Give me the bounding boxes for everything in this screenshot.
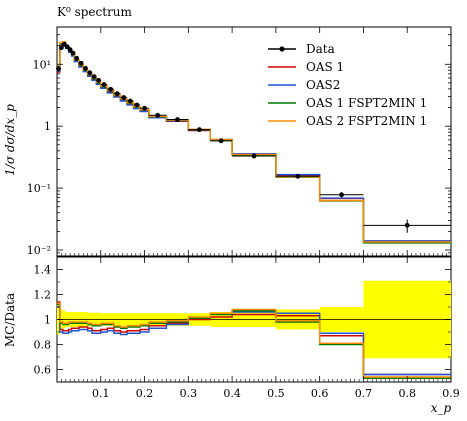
legend: Data OAS 1 OAS2 OAS 1 FSPT2MIN 1 OAS 2 FSPT2…	[268, 42, 427, 128]
data-point	[67, 47, 73, 53]
x-tick-label: 0.5	[267, 387, 285, 400]
x-tick-label: 0.6	[311, 387, 329, 400]
data-point	[64, 44, 70, 50]
data-point	[148, 112, 167, 118]
main-y-tick-label: 10⁻¹	[27, 182, 51, 195]
data-point	[100, 82, 108, 87]
data-point	[188, 127, 211, 133]
legend-item-oas-1: OAS 1	[268, 60, 344, 74]
data-point-marker	[404, 222, 410, 228]
data-point	[120, 95, 128, 100]
data-point-marker	[134, 102, 140, 108]
data-point	[74, 55, 80, 61]
chart-title: K⁰ spectrum	[57, 5, 133, 19]
x-tick-label: 0.7	[355, 387, 373, 400]
main-series-oas-2-fspt2min-1	[57, 40, 451, 243]
data-point-marker	[127, 98, 133, 104]
data-point-marker	[114, 91, 120, 97]
data-point-marker	[101, 82, 107, 87]
data-point-marker	[218, 138, 224, 144]
legend-item-oas-2-fspt2min-1: OAS 2 FSPT2MIN 1	[268, 114, 427, 128]
data-point-marker	[83, 65, 88, 71]
data-point	[133, 102, 141, 108]
data-point-marker	[87, 70, 93, 76]
data-point-marker	[295, 173, 301, 179]
data-point-marker	[251, 153, 257, 159]
data-point	[232, 153, 276, 159]
data-point	[83, 65, 88, 71]
x-tick-label: 0.9	[442, 387, 460, 400]
legend-label: OAS 1 FSPT2MIN 1	[306, 96, 427, 110]
ratio-y-tick-label: 1.4	[34, 264, 52, 277]
data-point-marker	[108, 86, 114, 92]
x-tick-label: 0.1	[92, 387, 110, 400]
ratio-y-tick-label: 1.2	[34, 289, 52, 302]
main-series-oas-1	[57, 42, 451, 242]
x-tick-label: 0.2	[136, 387, 154, 400]
data-point	[127, 98, 134, 104]
data-point	[70, 50, 76, 56]
legend-item-oas2: OAS2	[268, 78, 340, 92]
data-point	[96, 77, 101, 83]
legend-label: OAS2	[306, 78, 340, 92]
legend-marker	[279, 46, 285, 52]
ratio-y-axis-title: MC/Data	[3, 293, 17, 347]
data-point-marker	[155, 112, 161, 118]
legend-item-data: Data	[268, 42, 335, 56]
data-point	[107, 86, 114, 92]
data-point	[91, 74, 97, 80]
main-y-axis: 10⁻² 10⁻¹ 1 10¹	[27, 26, 452, 257]
x-tick-label: 0.3	[180, 387, 198, 400]
main-plot-area	[56, 40, 451, 244]
data-point	[166, 117, 189, 122]
legend-label: OAS 1	[306, 60, 344, 74]
data-point-marker	[121, 95, 127, 100]
data-point-marker	[142, 105, 147, 111]
ratio-axes: 0.6 0.8 1 1.2 1.4 0.1 0.2 0.3 0.4 0.5 0.6 0.7 0.8 0.9	[34, 256, 460, 400]
data-point-marker	[96, 77, 101, 83]
ratio-y-tick-label: 0.6	[34, 364, 52, 377]
legend-label: OAS 2 FSPT2MIN 1	[306, 114, 427, 128]
main-y-tick-label: 1	[44, 120, 51, 133]
x-tick-label: 0.8	[398, 387, 416, 400]
data-point-marker	[58, 45, 64, 51]
legend-label: Data	[306, 42, 335, 56]
main-y-axis-title: 1/σ dσ/dx_p	[3, 104, 17, 176]
ratio-series-oas-2-fspt2min-1	[57, 302, 451, 378]
data-point	[363, 219, 451, 233]
data-point-marker	[339, 192, 344, 198]
data-point	[319, 192, 364, 198]
legend-item-oas-1-fspt2min-1: OAS 1 FSPT2MIN 1	[268, 96, 427, 110]
data-point	[210, 138, 233, 144]
main-series-oas-1-fspt2min-1	[57, 41, 451, 244]
data-point-marker	[74, 55, 80, 61]
data-point-marker	[91, 74, 97, 80]
data-point-marker	[78, 60, 84, 66]
main-y-tick-label: 10⁻²	[27, 244, 51, 257]
ratio-plot-area	[57, 280, 451, 379]
data-point-marker	[64, 44, 70, 50]
data-point-marker	[174, 117, 180, 122]
data-point	[78, 60, 84, 66]
data-point	[140, 105, 149, 111]
ratio-y-tick-label: 0.8	[34, 339, 52, 352]
data-point	[275, 173, 320, 179]
main-y-tick-label: 10¹	[33, 58, 51, 71]
x-tick-label: 0.4	[223, 387, 241, 400]
data-point	[58, 45, 64, 51]
data-point-marker	[70, 50, 76, 56]
x-axis-title: x_p	[431, 401, 452, 415]
data-point	[87, 70, 93, 76]
data-point	[113, 91, 121, 97]
data-point-marker	[196, 127, 202, 133]
main-series-oas2	[57, 41, 451, 242]
data-point-marker	[67, 47, 73, 53]
main-plot-frame	[56, 26, 452, 257]
ratio-y-tick-label: 1	[44, 314, 51, 327]
